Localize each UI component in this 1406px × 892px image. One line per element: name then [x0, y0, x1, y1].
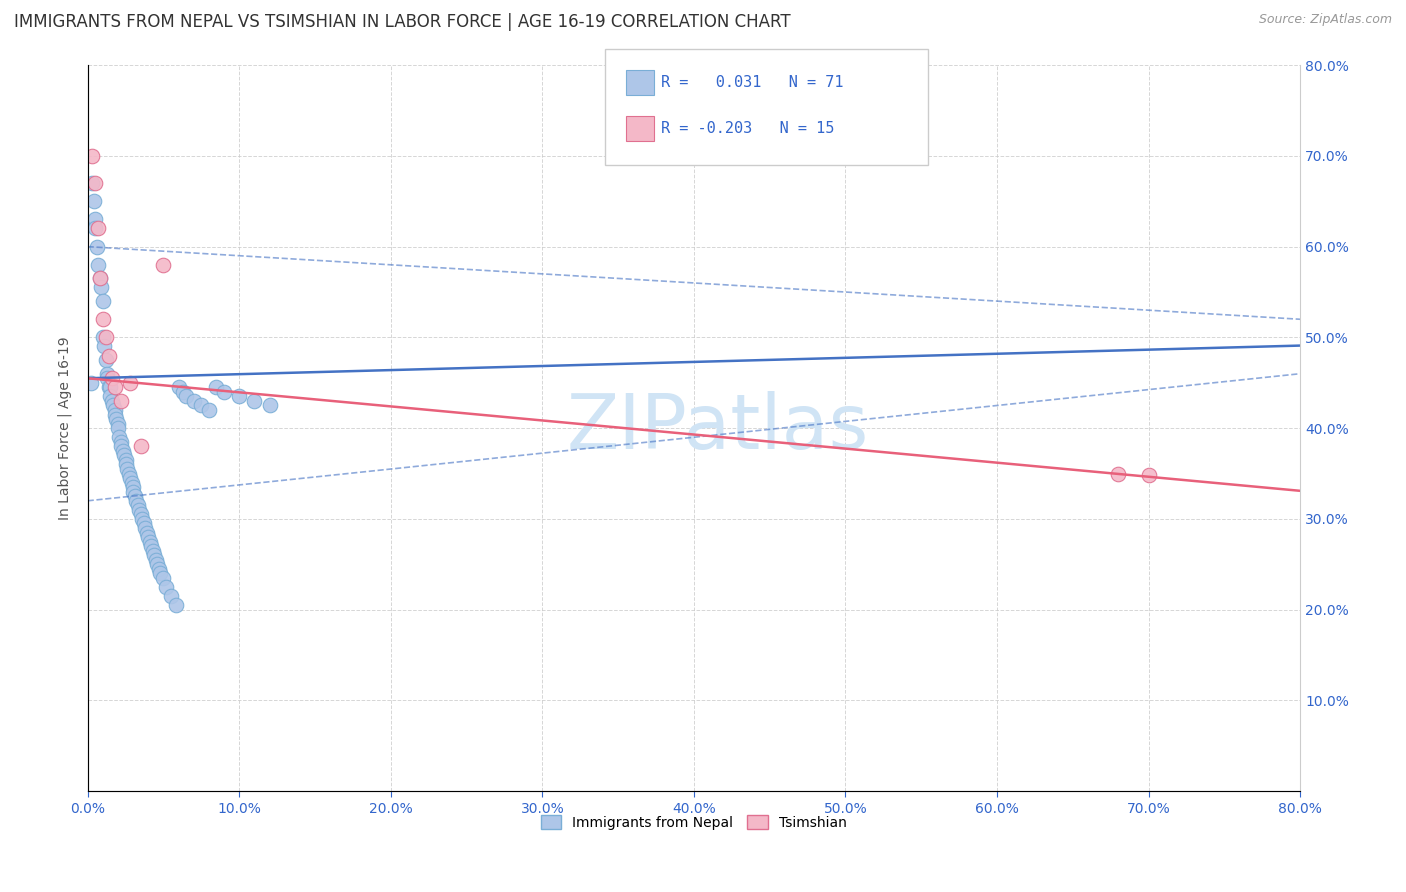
Point [110, 434, 132, 449]
Point [97, 349, 120, 363]
Point [97, 380, 120, 394]
Point [146, 558, 169, 572]
Point [100, 389, 122, 403]
Point [110, 439, 132, 453]
Point [87, 258, 110, 272]
Legend: Immigrants from Nepal, Tsimshian: Immigrants from Nepal, Tsimshian [536, 809, 853, 835]
Point [132, 516, 155, 531]
Point [135, 525, 157, 540]
Point [91, 294, 114, 309]
Point [134, 521, 156, 535]
Point [96, 371, 118, 385]
Point [190, 399, 212, 413]
Point [84, 212, 107, 227]
Point [108, 430, 131, 444]
Point [149, 566, 172, 581]
Text: Source: ZipAtlas.com: Source: ZipAtlas.com [1258, 13, 1392, 27]
Point [143, 548, 166, 562]
Point [89, 271, 111, 285]
Point [160, 589, 183, 603]
Point [87, 221, 110, 235]
Point [84, 176, 107, 190]
Point [84, 221, 107, 235]
Point [79, 376, 101, 390]
Point [183, 393, 205, 408]
Point [152, 571, 174, 585]
Point [117, 467, 139, 481]
Point [212, 384, 235, 399]
Point [110, 393, 132, 408]
Point [111, 443, 134, 458]
Point [155, 580, 177, 594]
Point [124, 489, 146, 503]
Point [120, 471, 142, 485]
Point [121, 475, 143, 490]
Point [128, 503, 150, 517]
Point [243, 393, 266, 408]
Point [228, 389, 250, 403]
Point [101, 393, 124, 408]
Point [96, 367, 118, 381]
Point [86, 240, 108, 254]
Point [141, 539, 163, 553]
Point [104, 403, 127, 417]
Point [122, 484, 145, 499]
Point [91, 330, 114, 344]
Point [129, 439, 152, 453]
Point [145, 553, 167, 567]
Point [103, 399, 125, 413]
Point [198, 403, 221, 417]
Point [105, 412, 128, 426]
Point [112, 449, 135, 463]
Point [93, 339, 115, 353]
Point [107, 417, 129, 431]
Point [174, 389, 197, 403]
Point [129, 508, 152, 522]
Point [89, 271, 111, 285]
Point [107, 421, 129, 435]
Text: IMMIGRANTS FROM NEPAL VS TSIMSHIAN IN LABOR FORCE | AGE 16-19 CORRELATION CHART: IMMIGRANTS FROM NEPAL VS TSIMSHIAN IN LA… [14, 13, 790, 31]
Point [115, 462, 138, 476]
Point [94, 330, 117, 344]
Point [120, 376, 142, 390]
Text: ZIPatlas: ZIPatlas [567, 392, 869, 466]
Point [90, 280, 112, 294]
Point [172, 384, 194, 399]
Point [1107, 467, 1129, 481]
Point [139, 534, 162, 549]
Point [94, 353, 117, 368]
Point [127, 499, 149, 513]
Point [136, 530, 159, 544]
Point [1137, 468, 1160, 483]
Point [148, 562, 170, 576]
Point [131, 512, 153, 526]
Point [125, 493, 148, 508]
Point [114, 458, 136, 472]
Point [167, 380, 190, 394]
Y-axis label: In Labor Force | Age 16-19: In Labor Force | Age 16-19 [58, 336, 72, 520]
Point [152, 258, 174, 272]
Point [82, 149, 104, 163]
Point [142, 543, 165, 558]
Point [259, 399, 281, 413]
Point [104, 380, 127, 394]
Point [83, 194, 105, 209]
Point [101, 371, 124, 385]
Point [104, 408, 127, 422]
Point [165, 598, 187, 612]
Point [91, 312, 114, 326]
Point [114, 453, 136, 467]
Point [205, 380, 228, 394]
Text: R = -0.203   N = 15: R = -0.203 N = 15 [661, 121, 834, 136]
Point [100, 380, 122, 394]
Point [82, 176, 104, 190]
Point [122, 480, 145, 494]
Text: R =   0.031   N = 71: R = 0.031 N = 71 [661, 75, 844, 89]
